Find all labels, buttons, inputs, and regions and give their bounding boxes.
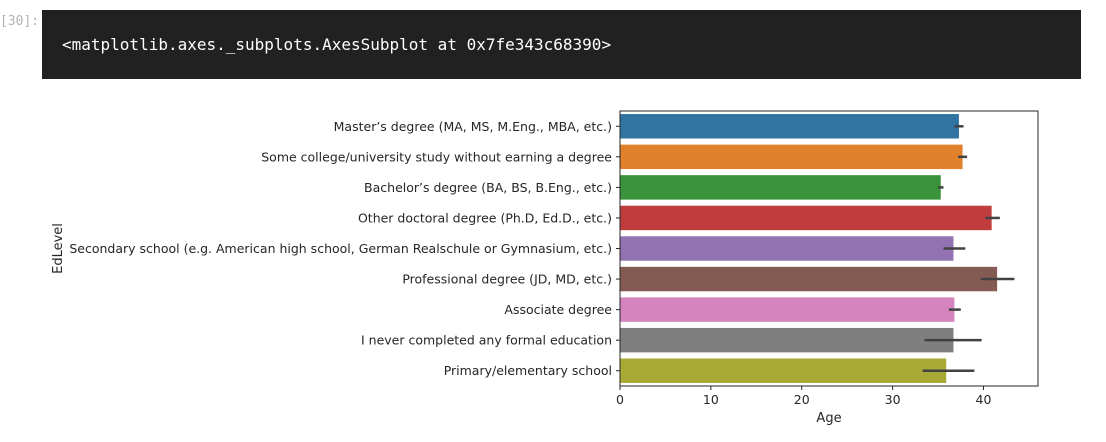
x-axis-title: Age <box>816 411 841 426</box>
bar <box>620 358 947 383</box>
x-tick-label: 40 <box>976 392 992 407</box>
y-tick-label: Bachelor’s degree (BA, BS, B.Eng., etc.) <box>364 180 612 195</box>
bar <box>620 144 963 170</box>
y-tick-label: Associate degree <box>504 302 612 317</box>
x-tick-label: 30 <box>885 392 901 407</box>
bar <box>620 205 992 231</box>
bar <box>620 175 941 200</box>
x-tick-label: 20 <box>794 392 810 407</box>
y-tick-label: I never completed any formal education <box>361 333 612 348</box>
y-tick-labels: Master’s degree (MA, MS, M.Eng., MBA, et… <box>69 119 620 378</box>
output-text: <matplotlib.axes._subplots.AxesSubplot a… <box>62 35 612 54</box>
bar <box>620 327 954 353</box>
bar <box>620 297 955 322</box>
x-tick-label: 10 <box>703 392 719 407</box>
bar <box>620 114 959 139</box>
y-axis-title: EdLevel <box>51 223 66 274</box>
x-tick-label: 0 <box>616 392 624 407</box>
y-tick-label: Other doctoral degree (Ph.D, Ed.D., etc.… <box>358 210 612 225</box>
y-tick-label: Secondary school (e.g. American high sch… <box>69 241 612 256</box>
output-cell: <matplotlib.axes._subplots.AxesSubplot a… <box>42 10 1081 79</box>
bar <box>620 236 954 261</box>
cell-prompt: [30]: <box>0 14 40 29</box>
bar <box>620 266 998 292</box>
y-tick-label: Master’s degree (MA, MS, M.Eng., MBA, et… <box>334 119 612 134</box>
bars-group <box>620 114 998 383</box>
y-tick-label: Professional degree (JD, MD, etc.) <box>402 272 612 287</box>
y-tick-label: Some college/university study without ea… <box>261 149 612 164</box>
y-tick-label: Primary/elementary school <box>444 363 612 378</box>
x-ticks: 0 10 20 30 40 <box>616 386 991 407</box>
error-bars-group <box>922 125 1015 372</box>
